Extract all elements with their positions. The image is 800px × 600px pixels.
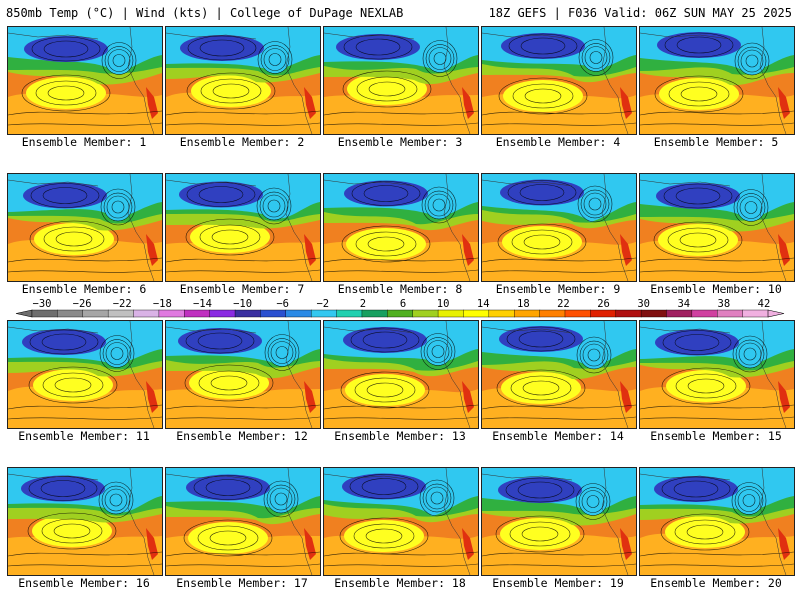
colorbar-swatch — [133, 309, 160, 318]
colorbar-min-arrow — [15, 309, 33, 318]
colorbar-tick-label: 14 — [476, 298, 490, 310]
colorbar-tick-label: 34 — [677, 298, 691, 310]
colorbar-swatch — [387, 309, 414, 318]
colorbar-swatch — [82, 309, 109, 318]
map-panel — [323, 320, 479, 429]
colorbar-tick-label: 42 — [757, 298, 771, 310]
colorbar-swatch — [691, 309, 718, 318]
colorbar-swatch — [31, 309, 58, 318]
panel-label: Ensemble Member: 20 — [650, 576, 782, 590]
colorbar-tick-label: −18 — [152, 298, 172, 310]
map-panel — [639, 26, 795, 135]
map-panel — [7, 467, 163, 576]
colorbar-swatch — [285, 309, 312, 318]
panel-label: Ensemble Member: 19 — [492, 576, 624, 590]
colorbar-swatch — [742, 309, 769, 318]
panel-label: Ensemble Member: 18 — [334, 576, 466, 590]
colorbar-tick-label: 6 — [399, 298, 407, 310]
colorbar-tick-label: 2 — [359, 298, 367, 310]
colorbar-tick-label: 26 — [597, 298, 610, 310]
colorbar-swatch — [514, 309, 541, 318]
map-panel — [639, 320, 795, 429]
header-right-title: 18Z GEFS | F036 Valid: 06Z SUN MAY 25 20… — [488, 6, 792, 20]
panel-label: Ensemble Member: 5 — [653, 135, 779, 149]
colorbar-tick-label: −22 — [112, 298, 132, 310]
map-panel — [7, 173, 163, 282]
colorbar-swatch — [640, 309, 668, 318]
colorbar-swatch — [564, 309, 591, 318]
panel-label: Ensemble Member: 16 — [18, 576, 150, 590]
colorbar-swatch — [234, 309, 262, 318]
colorbar: −30 −26 −22 −18 −14 −10 −6 −2 2 6 10 14 18 22 26 30 34 38… — [0, 298, 800, 320]
colorbar-tick-label: −2 — [316, 298, 330, 310]
colorbar-tick-label: −26 — [72, 298, 92, 310]
colorbar-swatch — [488, 309, 515, 318]
colorbar-swatch — [590, 309, 617, 318]
colorbar-swatch — [107, 309, 135, 318]
colorbar-tick-label: −10 — [233, 298, 253, 310]
panel-label: Ensemble Member: 3 — [337, 135, 463, 149]
map-panel — [165, 320, 321, 429]
colorbar-swatch — [615, 309, 642, 318]
map-panel — [165, 26, 321, 135]
panel-label: Ensemble Member: 17 — [176, 576, 308, 590]
map-panel — [165, 173, 321, 282]
panel-label: Ensemble Member: 8 — [337, 282, 463, 296]
map-panel — [639, 173, 795, 282]
map-panel — [323, 173, 479, 282]
map-panel — [165, 467, 321, 576]
colorbar-swatch — [336, 309, 363, 318]
panel-label: Ensemble Member: 10 — [650, 282, 782, 296]
colorbar-tick-label: −30 — [32, 298, 52, 310]
colorbar-tick-label: 18 — [517, 298, 530, 310]
panel-label: Ensemble Member: 14 — [492, 429, 624, 443]
panel-label: Ensemble Member: 12 — [176, 429, 308, 443]
panel-label: Ensemble Member: 6 — [21, 282, 147, 296]
colorbar-swatch — [412, 309, 439, 318]
map-panel — [481, 320, 637, 429]
colorbar-swatch — [209, 309, 236, 318]
map-panel — [639, 467, 795, 576]
panel-label: Ensemble Member: 7 — [179, 282, 305, 296]
panel-label: Ensemble Member: 1 — [21, 135, 147, 149]
panel-label: Ensemble Member: 15 — [650, 429, 782, 443]
colorbar-swatch — [666, 309, 693, 318]
colorbar-swatch — [184, 309, 211, 318]
panel-label: Ensemble Member: 13 — [334, 429, 466, 443]
panel-label: Ensemble Member: 2 — [179, 135, 305, 149]
colorbar-swatch — [717, 309, 744, 318]
colorbar-swatch — [158, 309, 185, 318]
colorbar-tick-label: 38 — [717, 298, 731, 310]
map-panel — [481, 173, 637, 282]
map-panel — [323, 26, 479, 135]
map-panel — [7, 320, 163, 429]
map-panel — [7, 26, 163, 135]
colorbar-swatch — [310, 309, 338, 318]
panel-label: Ensemble Member: 11 — [18, 429, 150, 443]
colorbar-swatch — [539, 309, 566, 318]
colorbar-swatch — [437, 309, 465, 318]
panel-label: Ensemble Member: 9 — [495, 282, 621, 296]
map-panel — [323, 467, 479, 576]
colorbar-tick-label: −6 — [276, 298, 289, 310]
colorbar-tick-label: −14 — [192, 298, 212, 310]
header-left-title: 850mb Temp (°C) | Wind (kts) | College o… — [6, 6, 404, 20]
colorbar-tick-label: 10 — [436, 298, 450, 310]
panel-label: Ensemble Member: 4 — [495, 135, 621, 149]
colorbar-scale — [15, 309, 785, 318]
map-panel — [481, 467, 637, 576]
colorbar-tick-label: 30 — [637, 298, 650, 310]
colorbar-tick-label: 22 — [557, 298, 570, 310]
map-panel — [481, 26, 637, 135]
colorbar-swatch — [57, 309, 84, 318]
colorbar-swatch — [361, 309, 388, 318]
colorbar-max-arrow — [767, 309, 785, 318]
colorbar-swatch — [260, 309, 287, 318]
colorbar-swatch — [463, 309, 490, 318]
